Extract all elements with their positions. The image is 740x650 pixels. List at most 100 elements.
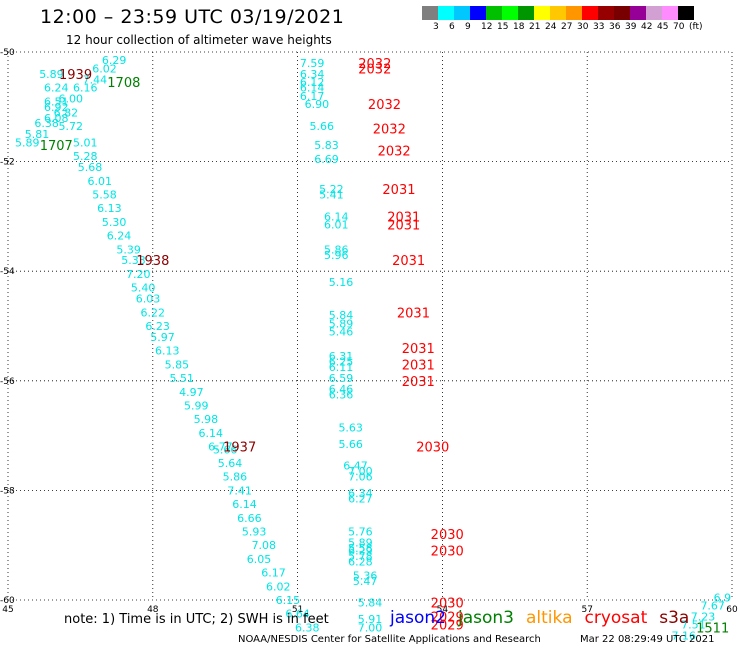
satellite-legend-item: jason3	[458, 608, 514, 628]
wave-height-label: 5.01	[73, 136, 98, 149]
colorbar-label: 9	[465, 22, 471, 32]
wave-height-label: 5.66	[338, 438, 363, 451]
wave-height-label: 6.03	[136, 293, 161, 306]
colorbar-label: 30	[577, 22, 589, 32]
wave-height-label: 5.93	[242, 526, 267, 539]
data-labels: 6.296.027.446.166.006.825.725.015.285.68…	[15, 54, 731, 642]
time-label: 1939	[59, 68, 92, 83]
wave-height-label: 5.16	[329, 276, 354, 289]
footer-timestamp: Mar 22 08:29:49 UTC 2021	[580, 634, 715, 645]
wave-height-label: 5.98	[194, 413, 219, 426]
wave-height-label: 5.63	[338, 421, 363, 434]
wave-height-label: 6.14	[232, 498, 257, 511]
wave-height-label: 5.68	[78, 161, 103, 174]
wave-height-label: 6.02	[92, 62, 117, 75]
time-label: 2032	[358, 62, 391, 77]
time-label: 1708	[107, 76, 140, 91]
wave-height-label: 5.83	[314, 139, 339, 152]
wave-height-label: 5.22	[319, 183, 344, 196]
time-label: 2031	[402, 358, 435, 373]
time-label: 2031	[402, 375, 435, 390]
wave-height-label: 6.29	[102, 54, 127, 67]
colorbar-swatch	[502, 6, 518, 20]
wave-height-label: 6.51	[44, 95, 69, 108]
satellite-legend: jason2 jason3 altika cryosat s3a	[390, 608, 701, 628]
wave-height-label: 6.66	[237, 512, 262, 525]
wave-height-label: 5.86	[223, 471, 248, 484]
y-tick-label: -56	[0, 377, 15, 387]
colorbar-label: 36	[609, 22, 621, 32]
wave-height-label: 6.15	[276, 594, 301, 607]
x-tick-label: 45	[2, 605, 13, 615]
wave-height-label: 6.36	[329, 389, 354, 402]
colorbar-swatch	[598, 6, 614, 20]
colorbar-swatch	[630, 6, 646, 20]
colorbar-label: (ft)	[689, 22, 703, 32]
time-label: 1707	[40, 139, 73, 154]
wave-height-label: 7.08	[252, 539, 277, 552]
colorbar-swatch	[422, 6, 438, 20]
time-label: 2029	[431, 610, 464, 625]
wave-height-label: 6.14	[324, 210, 349, 223]
colorbar-swatch	[486, 6, 502, 20]
time-label: 2030	[416, 441, 449, 456]
time-label: 2031	[387, 210, 420, 225]
y-tick-label: -54	[0, 267, 15, 277]
wave-height-label: 5.30	[102, 216, 127, 229]
wave-height-label: 7.41	[227, 484, 252, 497]
wave-height-label: 6.34	[300, 68, 325, 81]
wave-height-label: 5.51	[170, 372, 195, 385]
wave-height-label: 6.01	[324, 219, 349, 232]
y-tick-label: -58	[0, 486, 15, 496]
colorbar-label: 6	[449, 22, 455, 32]
colorbar-swatch	[454, 6, 470, 20]
wave-height-label: 6.9	[714, 591, 732, 604]
wave-height-label: 6.14	[300, 82, 325, 95]
colorbar-label: 18	[513, 22, 525, 32]
wave-height-label: 5.96	[324, 249, 349, 262]
colorbar	[422, 6, 694, 20]
colorbar-swatch	[678, 6, 694, 20]
colorbar-swatch	[566, 6, 582, 20]
wave-height-label: 6.38	[34, 117, 59, 130]
wave-height-label: 6.77	[208, 441, 233, 454]
wave-height-label: 6.01	[87, 175, 112, 188]
time-label: 2031	[387, 219, 420, 234]
wave-height-label: 6.08	[44, 112, 69, 125]
wave-height-label: 6.28	[348, 556, 373, 569]
wave-height-label: 6.46	[329, 383, 354, 396]
wave-height-label: 5.36	[353, 569, 378, 582]
wave-height-label: 6.64	[285, 608, 310, 621]
colorbar-label: 24	[545, 22, 557, 32]
colorbar-label: 45	[657, 22, 669, 32]
wave-height-label: 6.05	[247, 553, 272, 566]
time-label: 2030	[431, 545, 464, 560]
wave-height-label: 5.89	[15, 136, 40, 149]
time-label: 2031	[402, 342, 435, 357]
colorbar-label: 12	[481, 22, 493, 32]
time-label: 2031	[392, 254, 425, 269]
wave-height-label: 5.66	[213, 443, 238, 456]
colorbar-label: 33	[593, 22, 605, 32]
wave-height-label: 7.20	[126, 268, 151, 281]
satellite-legend-item: s3a	[659, 608, 690, 628]
wave-height-label: 5.81	[25, 128, 50, 141]
wave-height-label: 5.84	[358, 597, 383, 610]
wave-height-label: 5.40	[131, 282, 156, 295]
wave-height-label: 7.16	[671, 630, 696, 643]
colorbar-label: 27	[561, 22, 573, 32]
colorbar-swatch	[438, 6, 454, 20]
time-label: 2029	[431, 619, 464, 634]
wave-height-label: 6.13	[97, 202, 122, 215]
wave-height-label: 6.00	[58, 93, 83, 106]
satellite-legend-item: jason2	[390, 608, 446, 628]
time-label: 2032	[358, 57, 391, 72]
wave-height-label: 7.51	[681, 619, 706, 632]
satellite-legend-item: cryosat	[584, 608, 648, 628]
wave-height-label: 6.82	[54, 106, 79, 119]
wave-height-label: 6.13	[155, 345, 180, 358]
wave-height-label: 7.59	[300, 57, 325, 70]
wave-height-label: 5.41	[319, 188, 344, 201]
wave-height-label: 5.58	[92, 188, 117, 201]
